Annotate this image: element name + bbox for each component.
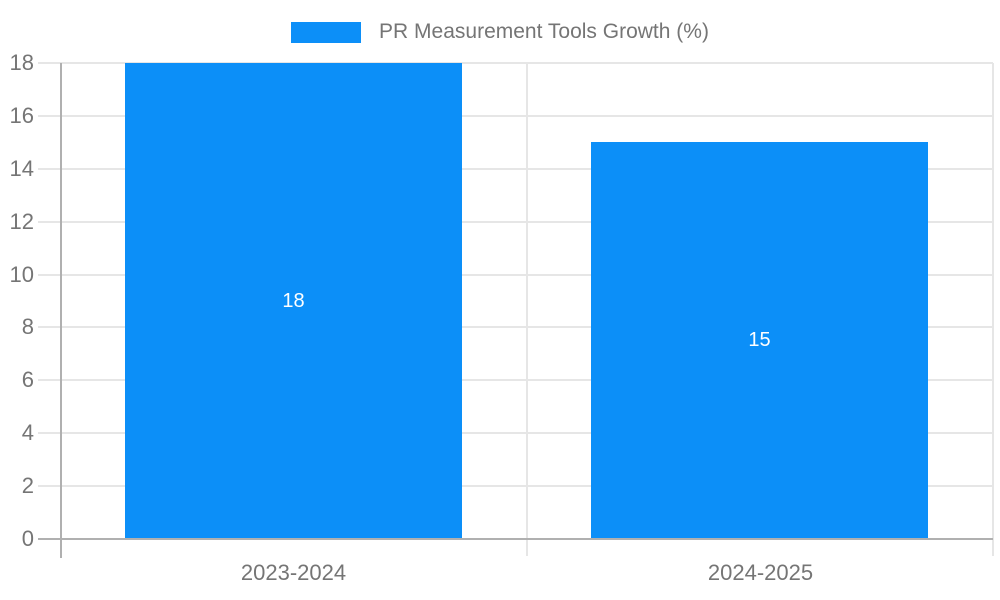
y-tick-label: 4	[21, 420, 34, 445]
gridline-vertical	[992, 63, 994, 556]
y-axis-line	[60, 63, 62, 558]
y-axis-tick	[38, 221, 60, 223]
bar-2024-2025[interactable]: 15	[591, 142, 928, 539]
y-tick-label: 16	[9, 103, 34, 128]
legend[interactable]: PR Measurement Tools Growth (%)	[0, 20, 1000, 44]
bar-2023-2024[interactable]: 18	[125, 63, 462, 539]
y-tick-label: 14	[9, 156, 34, 181]
y-axis-tick	[38, 115, 60, 117]
gridline-vertical	[526, 63, 528, 556]
plot-area: 0 2 4 6 8 10 12 14 16 18 18 15 2023-2024 2024-2025	[10, 50, 994, 585]
x-tick-label: 2023-2024	[240, 560, 347, 585]
y-axis-tick	[38, 538, 60, 540]
y-tick-label: 8	[21, 314, 34, 339]
y-tick-label: 18	[9, 50, 34, 75]
x-axis-baseline	[60, 538, 993, 540]
y-tick-label: 10	[9, 262, 34, 287]
y-tick-label: 0	[21, 526, 34, 551]
y-axis-tick	[38, 326, 60, 328]
y-axis-tick	[38, 485, 60, 487]
y-axis-tick	[38, 432, 60, 434]
bar-value-label: 18	[282, 289, 305, 312]
legend-color-swatch	[291, 21, 362, 43]
x-tick-label: 2024-2025	[707, 560, 814, 585]
bar-value-label: 15	[748, 329, 771, 351]
y-axis-tick	[38, 379, 60, 381]
y-axis-tick	[38, 168, 60, 170]
y-tick-label: 6	[21, 367, 34, 392]
y-tick-label: 12	[9, 209, 34, 234]
legend-label: PR Measurement Tools Growth (%)	[379, 20, 709, 43]
y-axis-tick	[38, 274, 60, 276]
y-axis-tick	[38, 62, 60, 64]
y-tick-label: 2	[21, 473, 34, 498]
